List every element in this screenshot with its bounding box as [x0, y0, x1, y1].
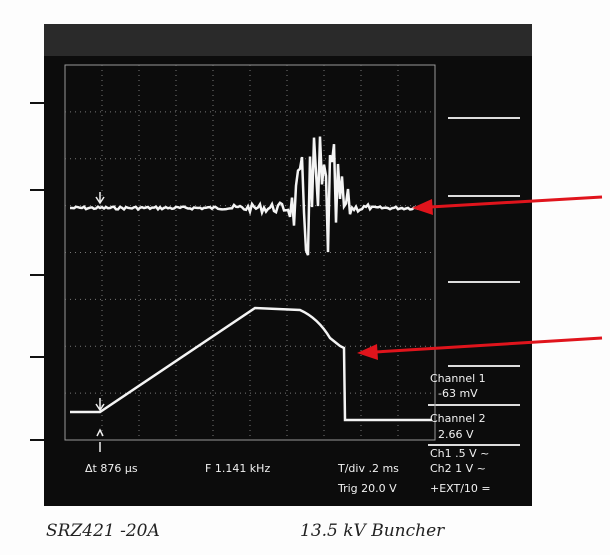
annotation-arrows	[357, 195, 603, 360]
channel2-value: 2.66 V	[438, 428, 474, 441]
trace-channel-1	[70, 136, 433, 256]
handwritten-note: 13.5 kV Buncher	[300, 521, 445, 541]
trigger-source: +EXT/10 =	[430, 482, 491, 495]
channel1-value: -63 mV	[438, 387, 478, 400]
ch1-scale: Ch1 .5 V ~	[430, 447, 489, 460]
cursor-markers	[95, 192, 105, 452]
trace-channel-2	[70, 306, 432, 422]
frequency: F 1.141 kHz	[205, 462, 270, 475]
delta-t: Δt 876 μs	[85, 462, 138, 475]
handwritten-note: SRZ421 -20A	[46, 521, 160, 541]
screen-photo	[44, 24, 532, 506]
screen-bezel	[44, 24, 532, 56]
edge-ticks	[30, 102, 44, 441]
menu-marks	[428, 117, 520, 446]
graticule	[64, 64, 436, 441]
ch2-scale: Ch2 1 V ~	[430, 462, 486, 475]
trigger: Trig 20.0 V	[337, 482, 397, 495]
time-div: T/div .2 ms	[337, 462, 399, 475]
channel1-label: Channel 1	[430, 372, 486, 385]
channel2-label: Channel 2	[430, 412, 486, 425]
